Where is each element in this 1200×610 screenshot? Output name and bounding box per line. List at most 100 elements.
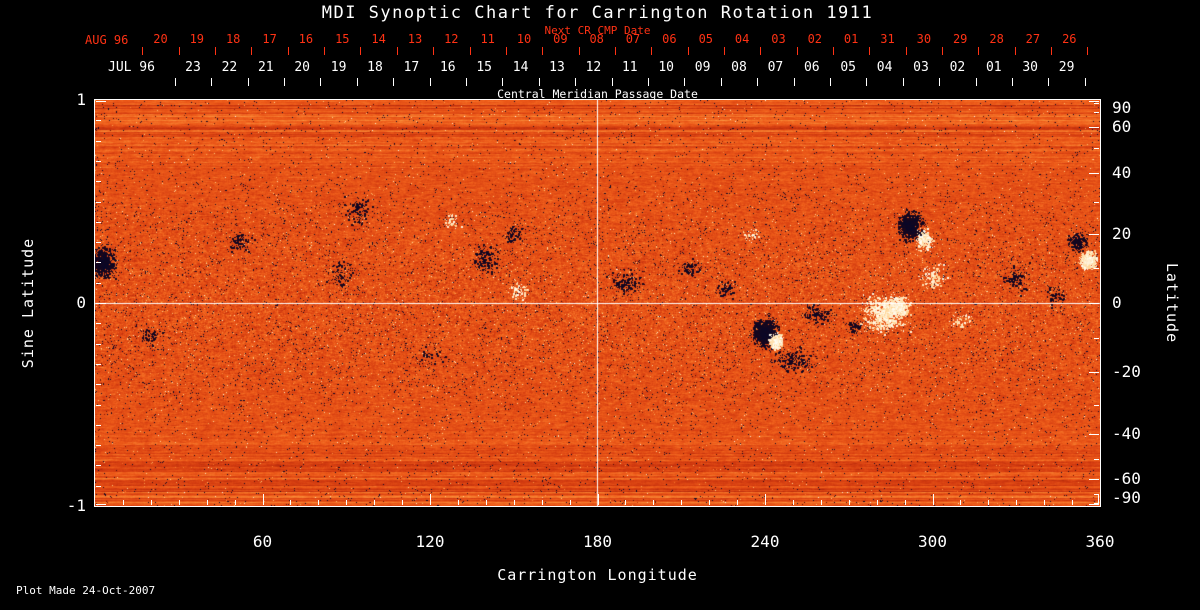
next-cr-date-tick: [942, 47, 943, 55]
lat-minor-tick: [1094, 493, 1099, 495]
lat-major-tick: [1089, 303, 1099, 304]
lon-major-tick: [597, 494, 599, 505]
cmp-date-tick: [502, 78, 504, 86]
cmp-day-label: 10: [658, 60, 675, 75]
lon-tick-label: 300: [918, 532, 947, 551]
sinlat-major-tick: [96, 303, 106, 304]
sinlat-minor-tick: [96, 221, 101, 223]
next-cr-date-tick: [215, 47, 216, 55]
cmp-date-tick: [939, 78, 941, 86]
lon-minor-tick: [374, 500, 376, 505]
lon-minor-tick: [234, 500, 236, 505]
next-cr-day-label: 06: [662, 32, 677, 46]
lon-minor-tick: [122, 500, 124, 505]
cmp-day-label: 14: [512, 60, 529, 75]
sinlat-minor-tick: [96, 120, 101, 122]
lon-minor-tick: [681, 500, 683, 505]
sinlat-major-tick: [96, 504, 106, 505]
next-cr-date-tick: [869, 47, 871, 55]
lon-minor-tick: [988, 500, 990, 505]
lat-tick-label: -40: [1112, 423, 1141, 443]
next-cr-date-tick: [796, 47, 798, 55]
lat-minor-tick: [1094, 112, 1099, 114]
sinlat-minor-tick: [96, 363, 101, 365]
next-cr-day-label: 12: [444, 32, 459, 46]
lon-minor-tick: [960, 500, 962, 505]
plot-made-label: Plot Made 24-Oct-2007: [16, 584, 156, 597]
sinlat-minor-tick: [96, 323, 101, 325]
cmp-date-tick: [757, 78, 759, 86]
plot-frame: [94, 99, 1101, 507]
next-cr-date-tick: [978, 47, 980, 55]
lon-minor-tick: [290, 500, 292, 505]
next-cr-day-label: 15: [335, 32, 350, 46]
next-cr-date-tick: [687, 47, 689, 55]
next-cr-date-tick: [760, 47, 762, 55]
next-cr-date-tick: [578, 47, 580, 55]
next-cr-date-tick: [1087, 47, 1089, 55]
cmp-day-label: 09: [694, 60, 711, 75]
lon-minor-tick: [541, 500, 543, 505]
next-cr-day-label: 02: [807, 32, 823, 46]
sinlat-minor-tick: [96, 485, 101, 487]
lat-minor-tick: [1094, 458, 1099, 460]
cmp-date-tick: [393, 78, 395, 86]
lon-tick-label: 60: [252, 532, 273, 551]
lat-minor-tick: [1094, 103, 1099, 105]
next-cr-date-tick: [614, 47, 616, 55]
lon-minor-tick: [150, 500, 152, 505]
lon-minor-tick: [625, 500, 627, 505]
lat-major-tick: [1089, 233, 1099, 235]
next-cr-day-label: 30: [916, 32, 932, 46]
next-cr-cmp-date-label: Next CR CMP Date: [544, 24, 651, 37]
next-cr-date-tick: [396, 47, 398, 55]
cmp-day-label: 05: [840, 60, 857, 75]
cmp-day-label: 04: [876, 60, 893, 75]
lon-minor-tick: [1044, 500, 1046, 505]
lat-minor-tick: [1094, 338, 1099, 340]
next-cr-day-label: 26: [1062, 32, 1077, 46]
y-axis-right-title: Latitude: [1163, 262, 1181, 344]
cmp-date-tick: [320, 78, 322, 86]
cmp-date-tick: [356, 78, 358, 86]
lat-tick-label: -90: [1112, 488, 1141, 507]
sinlat-tick-label: 1: [76, 90, 86, 109]
lat-major-tick: [1089, 372, 1099, 374]
lat-tick-label: -60: [1112, 468, 1141, 488]
lat-minor-tick: [1094, 502, 1099, 504]
lat-tick-label: 20: [1112, 223, 1132, 243]
lon-minor-tick: [848, 500, 850, 505]
cmp-date-tick: [830, 78, 831, 86]
sinlat-major-tick: [96, 101, 106, 102]
cmp-date-tick: [429, 78, 431, 86]
next-cr-date-tick: [251, 47, 253, 55]
lon-minor-tick: [1016, 500, 1018, 505]
cmp-day-label: 01: [985, 60, 1002, 75]
next-cr-day-label: 03: [771, 32, 786, 46]
lat-minor-tick: [1094, 404, 1099, 406]
next-cr-date-tick: [651, 47, 653, 55]
next-cr-day-label: 01: [843, 32, 859, 46]
lon-tick-label: 120: [415, 532, 445, 551]
lon-minor-tick: [346, 500, 348, 505]
next-cr-day-label: 10: [516, 32, 532, 46]
next-cr-date-tick: [542, 47, 544, 55]
next-cr-day-label: 14: [371, 32, 386, 46]
lon-minor-tick: [178, 500, 180, 505]
sinlat-minor-tick: [96, 201, 101, 203]
sinlat-minor-tick: [96, 343, 101, 345]
lon-major-tick: [1098, 494, 1099, 505]
next-cr-date-tick: [1014, 47, 1016, 55]
lon-major-tick: [430, 494, 431, 505]
next-cr-date-tick: [469, 47, 471, 55]
x-axis-title: Carrington Longitude: [497, 566, 698, 584]
lat-major-tick: [1089, 172, 1099, 174]
next-cr-day-label: 13: [407, 32, 423, 46]
next-cr-day-label: 11: [480, 32, 495, 46]
next-cr-date-tick: [905, 47, 907, 55]
cmp-date-tick: [247, 78, 249, 86]
lon-minor-tick: [820, 500, 822, 505]
sinlat-minor-tick: [96, 140, 101, 142]
sinlat-minor-tick: [96, 445, 101, 447]
cmp-day-label: 16: [439, 60, 456, 75]
